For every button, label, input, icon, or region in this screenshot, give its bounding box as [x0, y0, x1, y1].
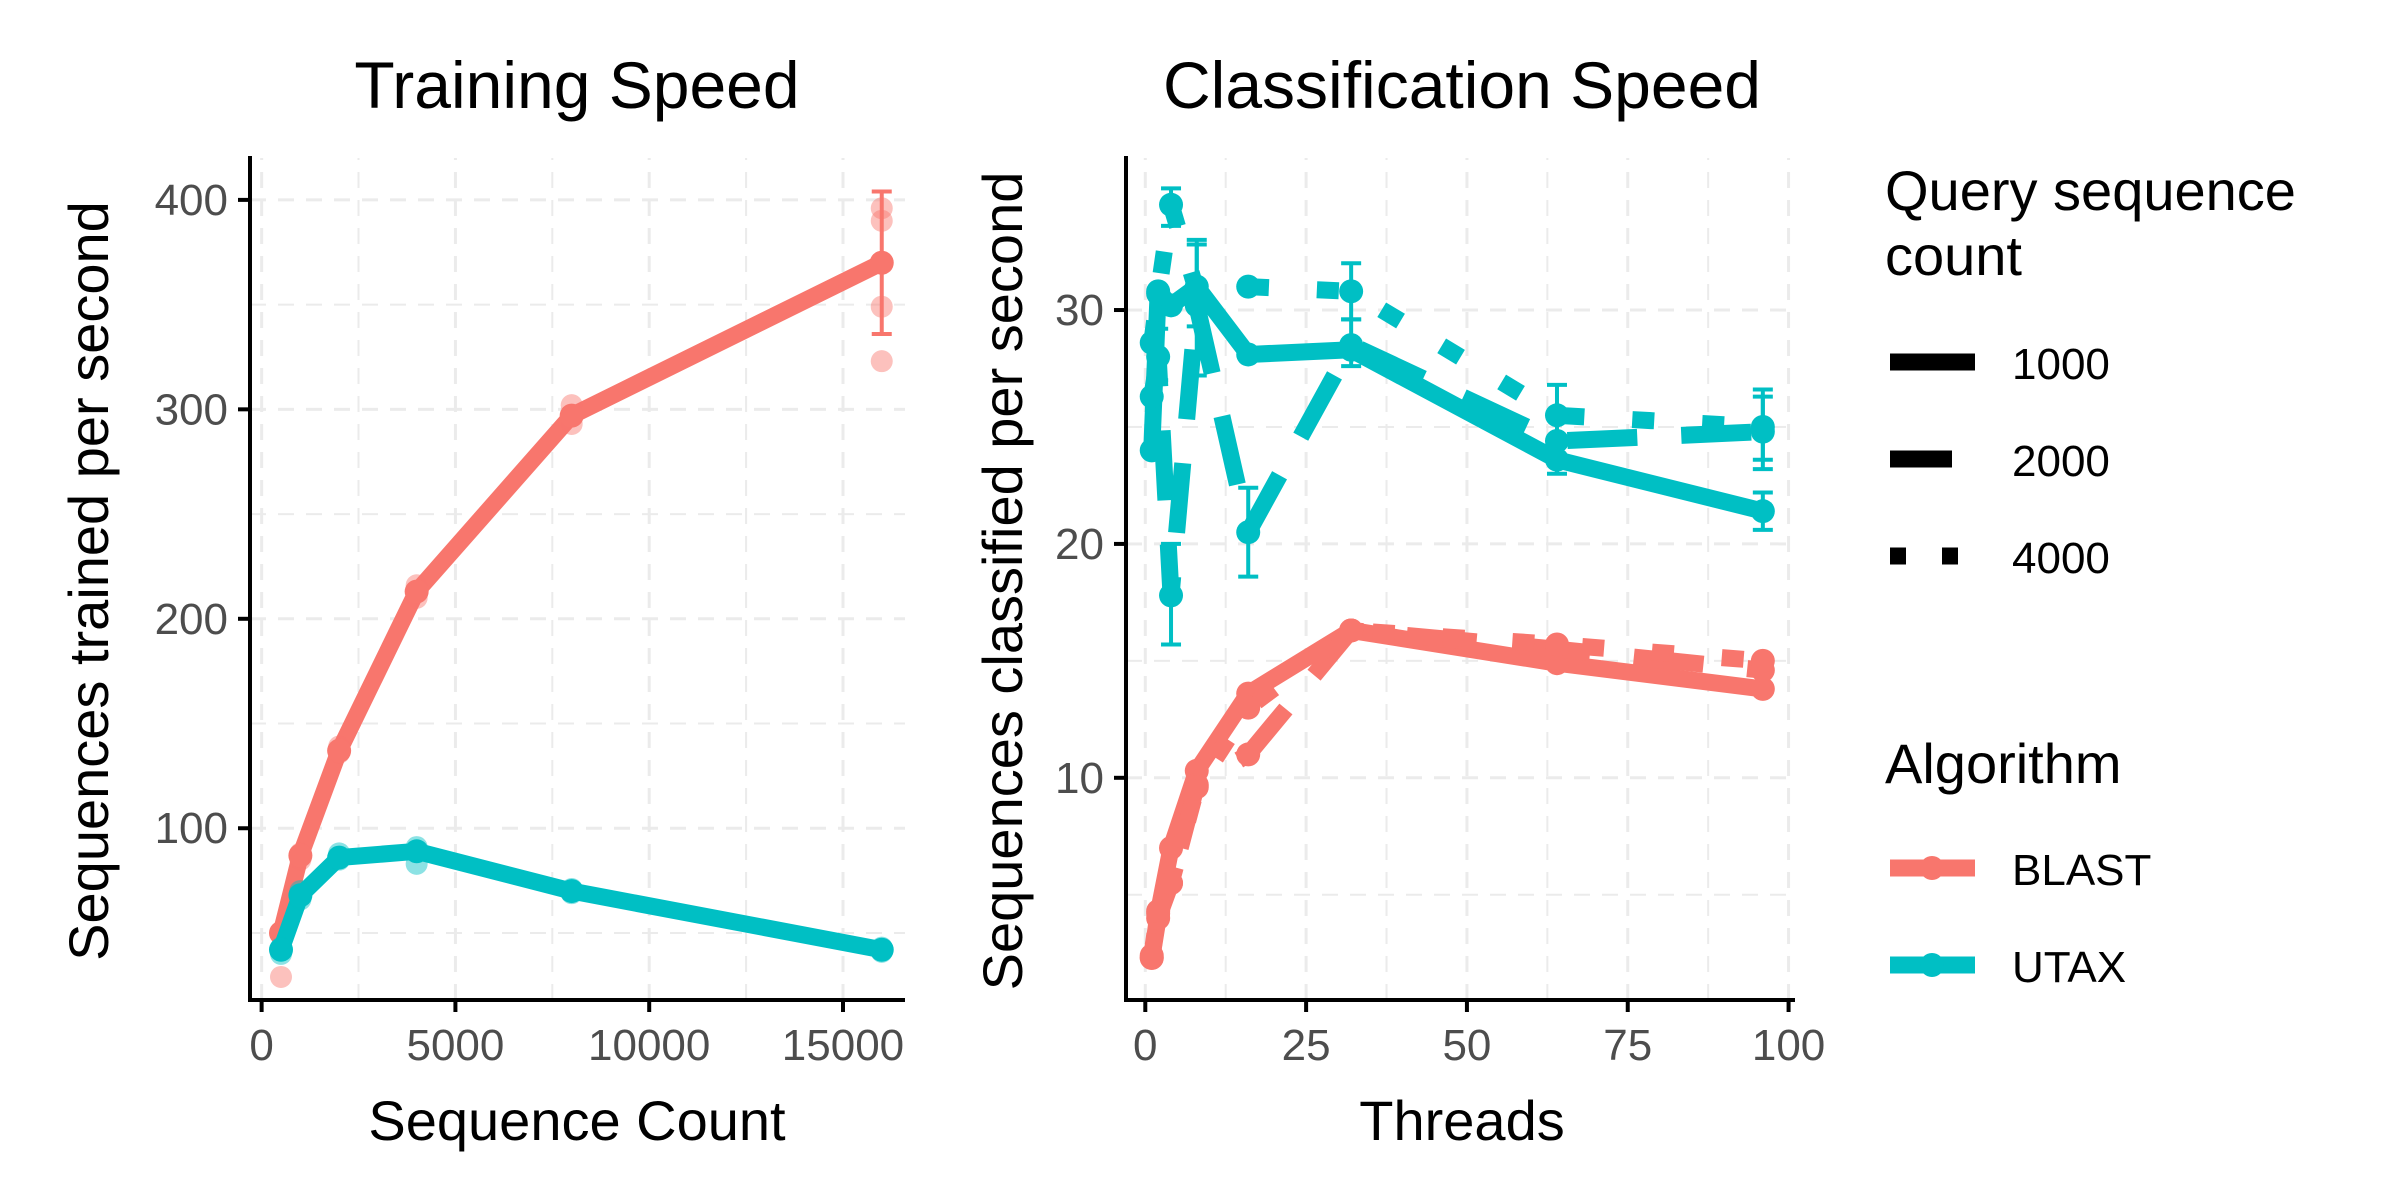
- classification-speed-mean-point-utax-4000: [1750, 414, 1775, 439]
- classification-speed-mean-point-blast-4000: [1339, 618, 1364, 643]
- legend-color-point-blast: [1920, 856, 1944, 880]
- classification-speed-mean-point-utax-2000: [1339, 333, 1364, 358]
- classification-speed-x-tick-label: 0: [1133, 1021, 1157, 1070]
- classification-speed-mean-point-utax-4000: [1236, 274, 1261, 299]
- classification-speed-mean-point-blast-1000: [1750, 676, 1775, 701]
- classification-speed-x-tick-label: 25: [1282, 1021, 1331, 1070]
- training-speed-x-tick-label: 5000: [406, 1021, 504, 1070]
- training-speed-mean-point-utax: [269, 937, 294, 962]
- training-speed-y-axis-label: Sequences trained per second: [57, 201, 120, 961]
- classification-speed-mean-point-utax-4000: [1184, 279, 1209, 304]
- classification-speed-x-tick-label: 100: [1752, 1021, 1825, 1070]
- classification-speed-y-tick-label: 30: [1055, 286, 1104, 335]
- legend-linetype-title-line-2: count: [1885, 224, 2022, 287]
- classification-speed-mean-point-blast-4000: [1236, 695, 1261, 720]
- training-speed-x-tick-label: 10000: [588, 1021, 710, 1070]
- training-speed-mean-point-blast: [559, 403, 584, 428]
- classification-speed-mean-point-utax-4000: [1139, 330, 1164, 355]
- training-speed-data-point-blast: [270, 965, 293, 988]
- legend-linetype-title-line-1: Query sequence: [1885, 159, 2296, 222]
- legend-linetype-title: Query sequence count: [1885, 159, 2311, 287]
- classification-speed-mean-point-blast-4000: [1159, 871, 1184, 896]
- training-speed-mean-point-utax: [288, 883, 313, 908]
- training-speed-series-line-blast: [272, 255, 886, 936]
- legend-linetype-label-1000: 1000: [2012, 340, 2110, 389]
- training-speed-x-tick-label: 15000: [782, 1021, 904, 1070]
- legend-linetype-entries: 1000 2000 4000: [1890, 340, 2110, 583]
- classification-speed-x-tick-label: 75: [1603, 1021, 1652, 1070]
- classification-speed-mean-point-utax-2000: [1139, 384, 1164, 409]
- training-speed-mean-point-blast: [327, 738, 352, 763]
- classification-speed-mean-point-blast-4000: [1184, 775, 1209, 800]
- classification-speed-mean-point-utax-2000: [1236, 520, 1261, 545]
- classification-speed-mean-point-blast-4000: [1139, 943, 1164, 968]
- training-speed-data-point-blast: [870, 350, 893, 373]
- legend: Query sequence count 1000 2000 4000 Algori…: [1885, 159, 2311, 992]
- classification-speed-y-axis-label: Sequences classified per second: [971, 172, 1034, 991]
- training-speed-x-tick-label: 0: [249, 1021, 273, 1070]
- classification-speed-mean-point-blast-4000: [1544, 632, 1569, 657]
- classification-speed-mean-point-utax-1000: [1236, 342, 1261, 367]
- classification-speed-mean-point-utax-1000: [1544, 447, 1569, 472]
- training-speed-mean-point-blast: [404, 579, 429, 604]
- training-speed-mean-point-utax: [404, 839, 429, 864]
- classification-speed-title: Classification Speed: [1163, 48, 1761, 122]
- classification-speed-lines: [1139, 186, 1775, 970]
- legend-color-label-utax: UTAX: [2012, 943, 2126, 992]
- classification-speed-mean-point-blast-2000: [1236, 742, 1261, 767]
- classification-speed-y-tick-label: 10: [1055, 754, 1104, 803]
- classification-speed-mean-point-utax-2000: [1159, 583, 1184, 608]
- classification-speed-y-tick-label: 20: [1055, 520, 1104, 569]
- training-speed-mean-point-utax: [559, 879, 584, 904]
- classification-speed-mean-point-utax-4000: [1339, 279, 1364, 304]
- classification-speed-x-axis-label: Threads: [1359, 1089, 1564, 1152]
- classification-speed-mean-point-utax-4000: [1544, 403, 1569, 428]
- classification-speed-axes: 0 25 50 75 100 10 20 30: [1055, 156, 1825, 1070]
- training-speed-panel: Training Speed 0 5000 10000 15000 100 200 300 4…: [57, 48, 905, 1152]
- legend-color-point-utax: [1920, 953, 1944, 977]
- legend-linetype-label-2000: 2000: [2012, 437, 2110, 486]
- training-speed-mean-point-blast: [869, 250, 894, 275]
- legend-color-label-blast: BLAST: [2012, 846, 2151, 895]
- training-speed-y-tick-label: 300: [155, 385, 228, 434]
- training-speed-mean-point-blast: [288, 843, 313, 868]
- classification-speed-mean-point-utax-4000: [1146, 281, 1171, 306]
- classification-speed-grid: [1126, 158, 1795, 1000]
- classification-speed-mean-point-utax-4000: [1159, 192, 1184, 217]
- training-speed-title: Training Speed: [354, 48, 799, 122]
- training-speed-mean-point-utax: [327, 845, 352, 870]
- training-speed-y-tick-label: 200: [155, 595, 228, 644]
- training-speed-lines: [269, 189, 894, 988]
- classification-speed-mean-point-utax-1000: [1750, 499, 1775, 524]
- training-speed-y-tick-label: 100: [155, 804, 228, 853]
- classification-speed-mean-point-blast-4000: [1146, 899, 1171, 924]
- legend-color-entries: BLAST UTAX: [1890, 846, 2151, 992]
- training-speed-x-axis-label: Sequence Count: [368, 1089, 786, 1152]
- classification-speed-series-line-blast-4000: [1143, 621, 1764, 957]
- classification-speed-panel: Classification Speed 0 25 50 75 100 10 20 30 Th…: [971, 48, 1825, 1152]
- training-speed-mean-point-utax: [869, 937, 894, 962]
- training-speed-y-tick-label: 400: [155, 176, 228, 225]
- legend-color-title: Algorithm: [1885, 732, 2122, 795]
- classification-speed-mean-point-blast-4000: [1750, 648, 1775, 673]
- legend-linetype-label-4000: 4000: [2012, 534, 2110, 583]
- classification-speed-x-tick-label: 50: [1442, 1021, 1491, 1070]
- training-speed-axes: 0 5000 10000 15000 100 200 300 400: [155, 156, 905, 1070]
